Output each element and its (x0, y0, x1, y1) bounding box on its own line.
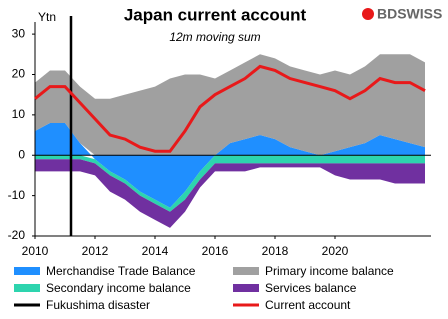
y-tick-label: 0 (18, 147, 25, 161)
legend-label: Secondary income balance (46, 281, 191, 295)
legend-label: Services balance (265, 281, 357, 295)
brand-logo: BDSWISS (362, 6, 442, 22)
x-tick-label: 2016 (202, 244, 229, 258)
chart-title: Japan current account (124, 5, 307, 24)
x-tick-label: 2012 (82, 244, 109, 258)
y-tick-label: -20 (8, 228, 26, 242)
y-tick-label: 10 (12, 107, 26, 121)
area (35, 54, 425, 156)
brand-icon (362, 8, 374, 20)
legend-swatch (14, 267, 40, 275)
legend-label: Merchandise Trade Balance (46, 264, 196, 278)
legend-swatch (14, 284, 40, 292)
y-tick-label: -10 (8, 188, 26, 202)
chart-subtitle: 12m moving sum (169, 30, 260, 44)
x-tick-label: 2018 (262, 244, 289, 258)
x-tick-label: 2014 (142, 244, 169, 258)
area (35, 159, 425, 228)
x-tick-label: 2010 (22, 244, 49, 258)
brand-name: BDSWISS (377, 6, 442, 22)
line (34, 64, 426, 153)
legend-swatch (233, 267, 259, 275)
area (35, 155, 425, 212)
x-tick-label: 2020 (322, 244, 349, 258)
legend-label: Current account (265, 298, 351, 312)
y-axis-label: Ytn (38, 10, 56, 24)
legend-label: Fukushima disaster (46, 298, 150, 312)
area (35, 122, 425, 208)
y-tick-label: 30 (12, 26, 26, 40)
legend-label: Primary income balance (265, 264, 394, 278)
legend-swatch (233, 284, 259, 292)
y-tick-label: 20 (12, 67, 26, 81)
